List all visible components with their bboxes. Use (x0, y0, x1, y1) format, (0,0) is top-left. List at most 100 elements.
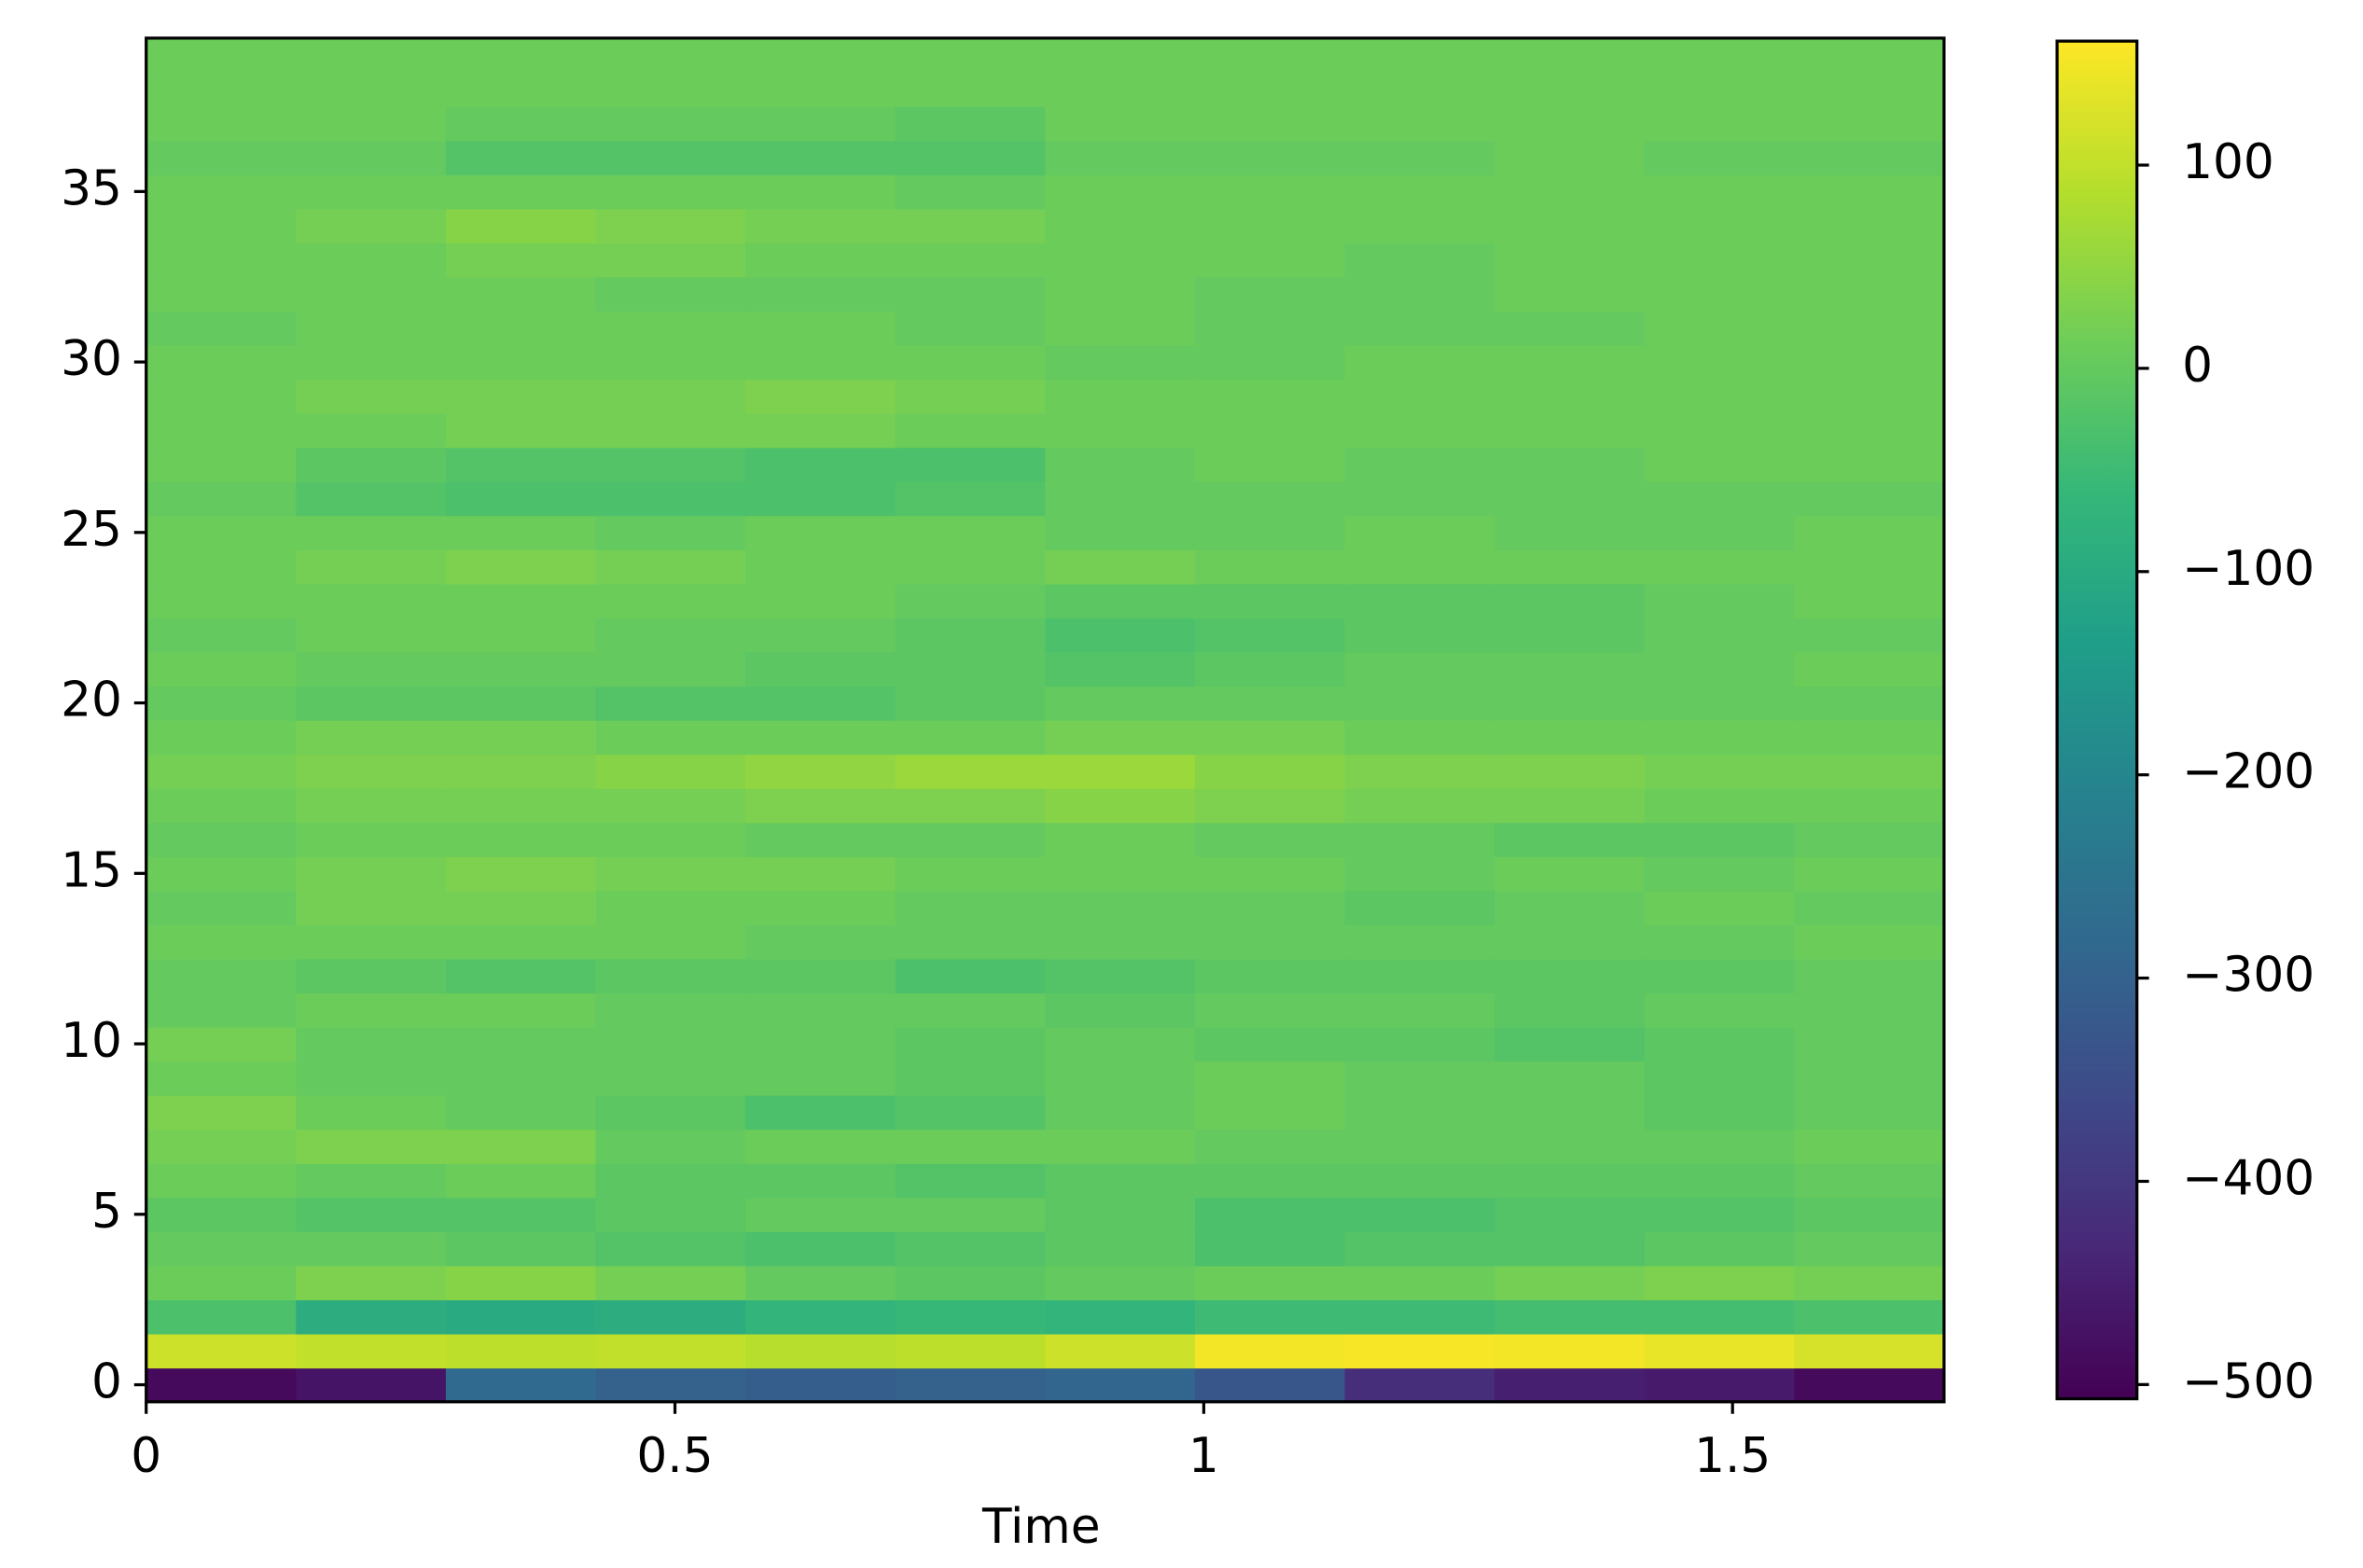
heatmap-cell (1344, 890, 1495, 925)
heatmap-cell (1045, 651, 1196, 687)
heatmap-cell (1045, 447, 1196, 482)
heatmap-cell (1644, 1162, 1796, 1199)
heatmap-cell (1194, 719, 1346, 756)
heatmap-cell (1794, 549, 1945, 585)
heatmap-cell (1194, 1333, 1346, 1369)
heatmap-cell (1494, 1265, 1646, 1300)
heatmap-cell (1794, 412, 1945, 449)
x-tick-label: 0.5 (636, 1428, 713, 1484)
heatmap-cell (1045, 890, 1196, 925)
heatmap-cell (1644, 276, 1796, 312)
heatmap-cell (1344, 344, 1495, 381)
heatmap-cell (1045, 1162, 1196, 1199)
y-tick-label: 30 (61, 331, 122, 387)
heatmap-cell (1045, 1367, 1196, 1403)
heatmap-cell (146, 208, 298, 243)
heatmap-cell (1644, 72, 1796, 107)
heatmap-cell (296, 651, 447, 687)
heatmap-cell (296, 105, 447, 142)
heatmap-cell (296, 1367, 447, 1403)
heatmap-cell (1794, 140, 1945, 175)
heatmap-cell (1494, 1026, 1646, 1062)
heatmap-cell (1045, 515, 1196, 550)
heatmap-cell (1344, 1129, 1495, 1164)
heatmap-cell (445, 208, 597, 243)
heatmap-cell (1794, 1026, 1945, 1062)
heatmap-cell (1194, 822, 1346, 857)
heatmap-cell (1194, 1061, 1346, 1096)
heatmap-cell (1194, 37, 1346, 74)
heatmap-cell (1194, 1129, 1346, 1164)
heatmap-cell (1494, 311, 1646, 346)
heatmap-cell (895, 140, 1047, 175)
heatmap-cell (1794, 515, 1945, 550)
heatmap-cell (1494, 1197, 1646, 1232)
heatmap-cell (595, 72, 746, 107)
heatmap-cell (1794, 583, 1945, 619)
heatmap-cell (745, 754, 897, 789)
heatmap-cell (1644, 344, 1796, 381)
heatmap-cell (1194, 958, 1346, 994)
heatmap-cell (595, 1299, 746, 1335)
heatmap-cell (595, 686, 746, 721)
heatmap-cell (595, 958, 746, 994)
heatmap-cell (895, 617, 1047, 653)
heatmap-cell (445, 412, 597, 449)
heatmap-cell (1045, 1197, 1196, 1232)
heatmap-cell (1045, 583, 1196, 619)
heatmap-cell (745, 719, 897, 756)
heatmap-cell (1045, 344, 1196, 381)
heatmap-cell (745, 856, 897, 892)
heatmap-cell (1494, 992, 1646, 1028)
heatmap-cell (1494, 1094, 1646, 1131)
heatmap-cell (1794, 447, 1945, 482)
heatmap-cell (1194, 754, 1346, 789)
heatmap-cell (1794, 992, 1945, 1028)
heatmap-cell (1045, 140, 1196, 175)
heatmap-cell (745, 208, 897, 243)
heatmap-cell (895, 174, 1047, 210)
x-tick-label: 1 (1188, 1428, 1219, 1484)
heatmap-cell (595, 1094, 746, 1131)
heatmap-cell (1344, 1367, 1495, 1403)
heatmap-cell (1045, 208, 1196, 243)
heatmap-cell (1644, 787, 1796, 824)
heatmap-cell (1644, 447, 1796, 482)
heatmap-cell (296, 72, 447, 107)
heatmap-cell (146, 890, 298, 925)
heatmap-cell (1794, 958, 1945, 994)
heatmap-cell (1045, 379, 1196, 414)
heatmap-cell (745, 1265, 897, 1300)
heatmap-cell (445, 1061, 597, 1096)
y-tick-label: 0 (91, 1354, 122, 1410)
heatmap-cell (595, 140, 746, 175)
heatmap-cell (296, 856, 447, 892)
colorbar-tick-label: −100 (2182, 541, 2314, 597)
heatmap-cell (146, 1367, 298, 1403)
heatmap-cell (1794, 787, 1945, 824)
heatmap-cell (1194, 311, 1346, 346)
heatmap-cell (445, 1197, 597, 1232)
heatmap-cell (895, 480, 1047, 517)
heatmap-cell (1644, 1129, 1796, 1164)
heatmap-cell (1045, 243, 1196, 278)
heatmap-cell (1644, 958, 1796, 994)
heatmap-cell (1344, 515, 1495, 550)
heatmap-cell (1194, 1299, 1346, 1335)
heatmap-cell (445, 515, 597, 550)
heatmap-cell (1644, 856, 1796, 892)
heatmap-cell (1644, 1026, 1796, 1062)
heatmap-cell (595, 480, 746, 517)
heatmap-cell (1194, 787, 1346, 824)
heatmap-cell (1344, 583, 1495, 619)
heatmap-cell (1794, 924, 1945, 960)
heatmap-cell (146, 37, 298, 74)
heatmap-cell (745, 276, 897, 312)
heatmap-cell (1194, 1265, 1346, 1300)
heatmap-cell (745, 583, 897, 619)
heatmap-cell (1344, 72, 1495, 107)
heatmap-cell (1494, 37, 1646, 74)
heatmap-cell (895, 1265, 1047, 1300)
heatmap-cell (745, 651, 897, 687)
heatmap-cell (1494, 1367, 1646, 1403)
